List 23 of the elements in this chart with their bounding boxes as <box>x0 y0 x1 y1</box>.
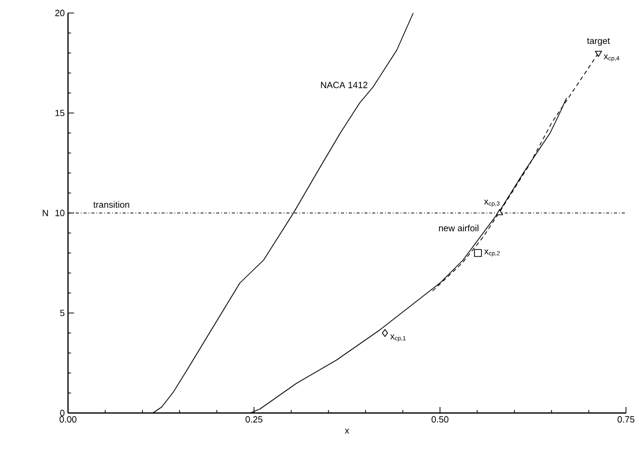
y-tick-label: 20 <box>55 10 64 16</box>
point <box>382 329 388 337</box>
y-tick-label: 10 <box>55 210 64 216</box>
series-label: new airfoil <box>439 224 478 232</box>
point <box>474 249 482 257</box>
series-label: x$_{cp,3}$ <box>484 200 500 207</box>
annotation: target <box>587 38 610 46</box>
point <box>595 50 602 57</box>
x-tick-label: 0.00 <box>60 416 76 423</box>
x-tick-label: 0.75 <box>618 416 634 423</box>
series-label: x$_{cp,4}$ <box>604 54 620 62</box>
series-label: NACA 1412 <box>321 82 368 88</box>
ref-line-label: transition <box>93 201 130 208</box>
y-tick-label: 15 <box>55 110 64 116</box>
point <box>496 209 503 216</box>
y-tick-label: 0 <box>60 410 64 416</box>
series-label: x$_{cp,1}$ <box>390 334 406 342</box>
y-tick-label: 5 <box>60 310 64 316</box>
x-tick-label: 0.25 <box>246 416 262 423</box>
y-axis-title: N <box>42 210 48 216</box>
x-axis-title: x <box>344 428 350 434</box>
x-tick-label: 0.50 <box>432 416 448 423</box>
series-label: x$_{cp,2}$ <box>484 249 500 257</box>
